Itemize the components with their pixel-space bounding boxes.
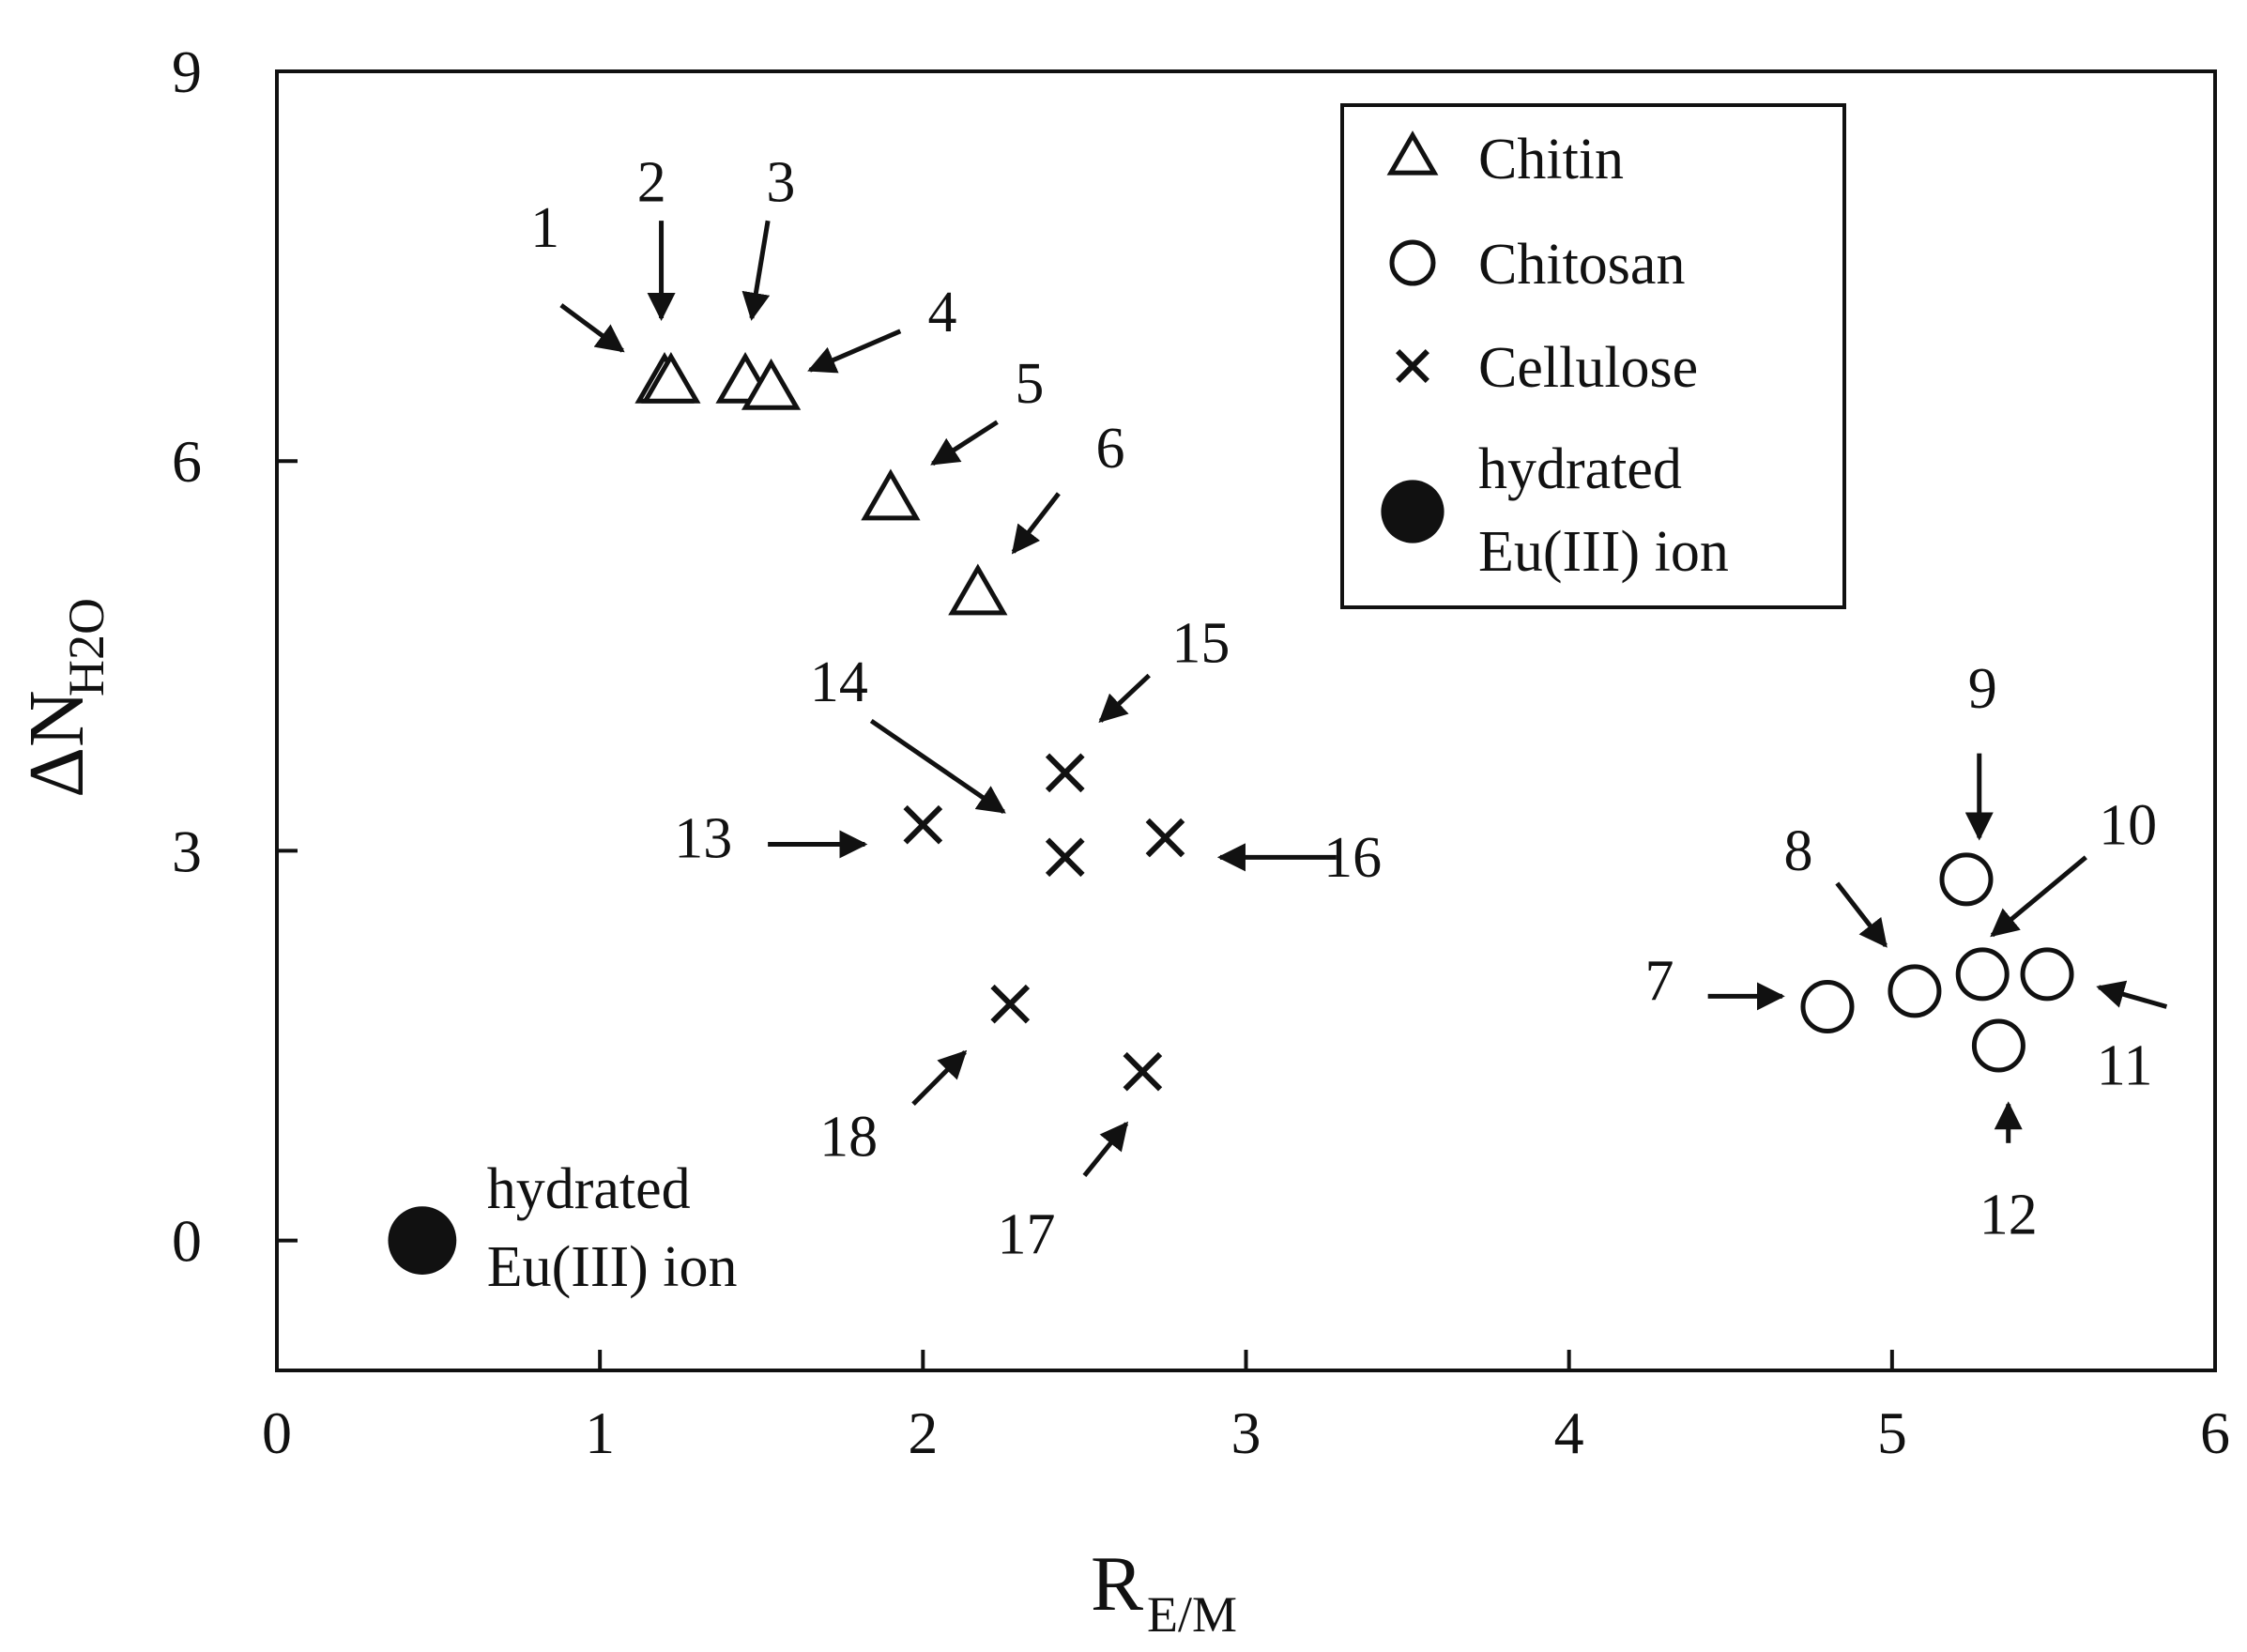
point-label: 14 bbox=[810, 650, 868, 714]
legend-label: Chitin bbox=[1478, 128, 1624, 191]
legend-marker-chitosan bbox=[1389, 239, 1436, 286]
annotations: hydrated Eu(III) ion bbox=[487, 1157, 738, 1299]
point-label: 3 bbox=[766, 150, 795, 214]
legend-marker-cellulose bbox=[1396, 349, 1429, 383]
label-arrow bbox=[1082, 1121, 1129, 1177]
chitosan-point bbox=[2020, 947, 2074, 1002]
legend-marker-chitin bbox=[1386, 130, 1439, 176]
label-arrow bbox=[559, 303, 625, 353]
x-tick-label: 0 bbox=[262, 1400, 292, 1466]
point-label: 18 bbox=[819, 1106, 878, 1170]
label-arrow bbox=[807, 329, 902, 374]
point-label: 6 bbox=[1095, 417, 1124, 481]
x-axis-title-sub: E/M bbox=[1147, 1586, 1237, 1643]
x-axis-title-main: R bbox=[1091, 1540, 1143, 1628]
point-label: 12 bbox=[1980, 1184, 2038, 1247]
point-label: 15 bbox=[1171, 612, 1230, 676]
x-tick-label: 1 bbox=[585, 1400, 615, 1466]
point-label: 13 bbox=[674, 806, 732, 870]
cellulose-point bbox=[1045, 753, 1085, 793]
chitosan-point bbox=[1955, 947, 2010, 1002]
y-tick-label: 6 bbox=[172, 428, 202, 495]
y-tick-label: 9 bbox=[172, 38, 202, 105]
x-tick-label: 2 bbox=[908, 1400, 938, 1466]
chitosan-point bbox=[1888, 964, 1942, 1018]
data-markers bbox=[388, 351, 2074, 1275]
cellulose-point bbox=[1145, 818, 1185, 858]
point-label: 1 bbox=[530, 196, 559, 260]
label-arrow bbox=[911, 1049, 968, 1107]
point-label: 10 bbox=[2099, 793, 2157, 857]
legend-marker-eu-ion bbox=[1381, 480, 1444, 543]
label-arrow bbox=[869, 718, 1006, 814]
point-label: 7 bbox=[1645, 950, 1674, 1014]
chitin-point bbox=[741, 358, 802, 410]
x-tick-label: 4 bbox=[1554, 1400, 1584, 1466]
chitosan-point bbox=[1971, 1018, 2025, 1073]
cellulose-point bbox=[1123, 1051, 1163, 1092]
eu-ion-point bbox=[388, 1206, 457, 1275]
x-tick-label: 3 bbox=[1231, 1400, 1261, 1466]
legend-label: Chitosan bbox=[1478, 233, 1685, 297]
label-arrow bbox=[1835, 881, 1888, 948]
point-label: 9 bbox=[1968, 657, 1997, 721]
legend-label: Cellulose bbox=[1478, 336, 1698, 400]
y-tick-label: 3 bbox=[172, 818, 202, 884]
point-label: 17 bbox=[997, 1202, 1055, 1266]
legend-label: hydrated bbox=[1478, 437, 1682, 501]
chitin-point bbox=[861, 468, 921, 521]
chitosan-point bbox=[1800, 979, 1855, 1033]
label-arrow bbox=[2096, 980, 2168, 1009]
point-label: 2 bbox=[637, 150, 666, 214]
point-label: 4 bbox=[927, 281, 956, 344]
label-arrow bbox=[1098, 673, 1151, 724]
chitin-point bbox=[641, 351, 701, 404]
y-axis-title-sub: H2O bbox=[58, 598, 115, 696]
label-arrow bbox=[1011, 492, 1061, 555]
x-tick-label: 6 bbox=[2200, 1400, 2230, 1466]
annotation-text: hydrated bbox=[487, 1157, 691, 1221]
annotation-text: Eu(III) ion bbox=[487, 1235, 738, 1299]
cellulose-point bbox=[990, 984, 1031, 1024]
label-arrow bbox=[930, 420, 999, 467]
legend: Chitin Chitosan Cellulose hydrated Eu(III) i… bbox=[1340, 103, 1846, 609]
label-arrows bbox=[559, 220, 2168, 1177]
point-label: 5 bbox=[1015, 352, 1044, 416]
y-tick-label: 0 bbox=[172, 1208, 202, 1275]
y-axis-title: ΔN H2O bbox=[13, 598, 115, 798]
x-tick-label: 5 bbox=[1877, 1400, 1907, 1466]
point-label: 11 bbox=[2097, 1034, 2153, 1098]
y-axis-title-main: ΔN bbox=[13, 690, 100, 798]
label-arrow bbox=[741, 220, 771, 321]
chitin-point bbox=[948, 563, 1008, 616]
point-label: 16 bbox=[1323, 826, 1382, 890]
legend-label: Eu(III) ion bbox=[1478, 520, 1729, 584]
x-axis-title: R E/M bbox=[1091, 1540, 1237, 1643]
point-label: 8 bbox=[1784, 819, 1813, 883]
chitosan-point bbox=[1939, 852, 1994, 907]
x-axis: 0 1 2 3 4 5 6 bbox=[262, 1350, 2230, 1466]
cellulose-point bbox=[903, 804, 943, 845]
y-axis: 0 3 6 9 bbox=[172, 38, 298, 1275]
label-arrow bbox=[1990, 855, 2087, 938]
cellulose-point bbox=[1045, 837, 1085, 878]
